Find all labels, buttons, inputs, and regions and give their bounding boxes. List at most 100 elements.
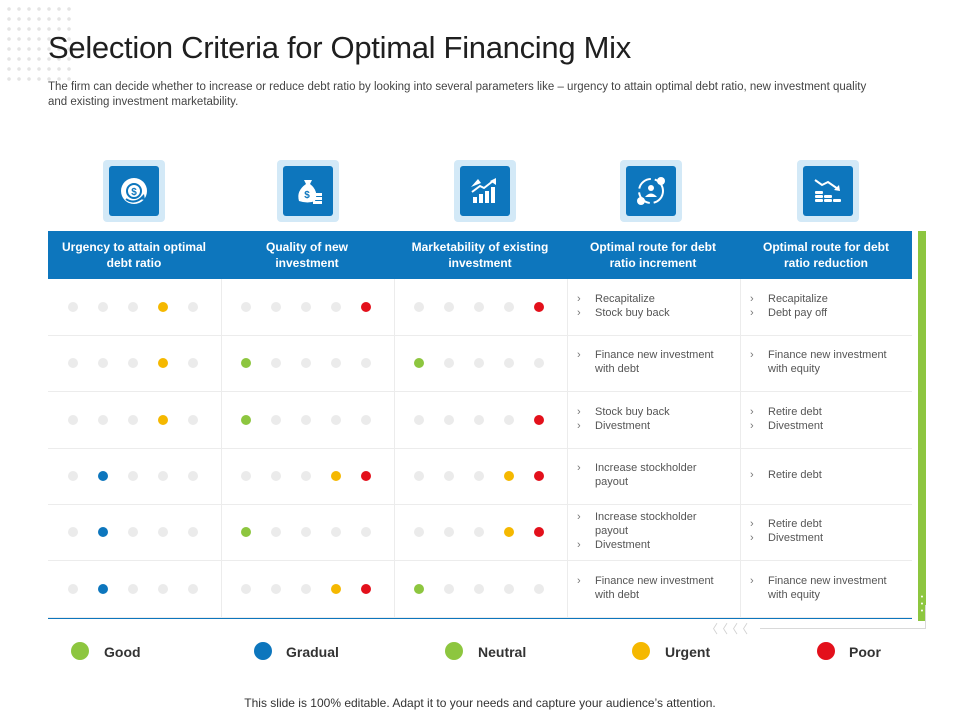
svg-text:$: $ xyxy=(304,190,310,201)
table-row: Finance new investment with debt Finance … xyxy=(48,561,912,618)
route-item: Divestment xyxy=(750,531,900,545)
route-item: Finance new investment with equity xyxy=(750,574,900,602)
route-list-increment: Increase stockholder payout xyxy=(577,461,727,489)
rating-dot-active xyxy=(241,527,251,538)
route-item: Increase stockholder payout xyxy=(577,510,727,538)
rating-dot-inactive xyxy=(361,358,371,369)
route-item: Divestment xyxy=(577,419,727,433)
rating-dot-active xyxy=(241,358,251,369)
rating-dot-active xyxy=(158,358,168,369)
route-item: Finance new investment with debt xyxy=(577,348,727,376)
rating-dot-inactive xyxy=(414,527,424,538)
rating-dot-active xyxy=(361,302,371,313)
rating-dot-inactive xyxy=(188,358,198,369)
decorative-dot-pattern xyxy=(4,4,74,84)
route-item: Stock buy back xyxy=(577,405,727,419)
rating-dot-inactive xyxy=(301,527,311,538)
rating-dot-inactive xyxy=(68,527,78,538)
footer-note: This slide is 100% editable. Adapt it to… xyxy=(244,696,716,710)
route-item: Retire debt xyxy=(750,405,900,419)
rating-dot-inactive xyxy=(474,358,484,369)
route-list-reduction: Retire debtDivestment xyxy=(750,517,900,545)
route-list-reduction: Retire debt xyxy=(750,468,900,482)
rating-dot-inactive xyxy=(414,414,424,425)
rating-dot-inactive xyxy=(98,358,108,369)
rating-dot-inactive xyxy=(98,414,108,425)
rating-dot-inactive xyxy=(534,358,544,369)
route-item: Recapitalize xyxy=(750,292,900,306)
route-item: Finance new investment with debt xyxy=(577,574,727,602)
rating-dot-active xyxy=(98,471,108,482)
rating-dot-inactive xyxy=(271,583,281,594)
rating-dot-inactive xyxy=(241,583,251,594)
route-list-increment: Finance new investment with debt xyxy=(577,574,727,602)
rating-dot-inactive xyxy=(414,302,424,313)
rating-dot-inactive xyxy=(361,414,371,425)
route-list-increment: Stock buy backDivestment xyxy=(577,405,727,433)
rating-dot-inactive xyxy=(301,414,311,425)
rating-dot-inactive xyxy=(271,302,281,313)
rating-dot-inactive xyxy=(188,527,198,538)
criteria-table: RecapitalizeStock buy backRecapitalizeDe… xyxy=(48,279,912,618)
rating-dot-inactive xyxy=(474,527,484,538)
money-bag-icon: $ xyxy=(277,160,339,222)
rating-dot-inactive xyxy=(414,471,424,482)
dollar-cycle-icon xyxy=(620,160,682,222)
rating-dot-active xyxy=(534,471,544,482)
rating-dot-inactive xyxy=(301,302,311,313)
legend-poor-dot xyxy=(817,642,835,660)
rating-dot-inactive xyxy=(361,527,371,538)
rating-dot-active xyxy=(98,527,108,538)
rating-dot-inactive xyxy=(68,358,78,369)
legend-urgent-label: Urgent xyxy=(665,644,711,660)
money-circle-arrow-icon: $ xyxy=(103,160,165,222)
rating-dot-inactive xyxy=(158,527,168,538)
table-header: Urgency to attain optimal debt ratio Qua… xyxy=(48,231,912,279)
rating-dot-active xyxy=(158,414,168,425)
route-item: Increase stockholder payout xyxy=(577,461,727,489)
route-list-increment: RecapitalizeStock buy back xyxy=(577,292,727,320)
legend-gradual-label: Gradual xyxy=(286,644,339,660)
decorative-arrows: 〈〈〈〈 xyxy=(706,622,748,636)
rating-dot-inactive xyxy=(271,471,281,482)
rating-dot-active xyxy=(361,583,371,594)
rating-dot-inactive xyxy=(331,302,341,313)
rating-dot-active xyxy=(504,527,514,538)
legend-good-label: Good xyxy=(104,644,141,660)
table-row: Stock buy backDivestmentRetire debtDives… xyxy=(48,392,912,449)
rating-dot-inactive xyxy=(128,471,138,482)
decorative-line xyxy=(925,605,926,629)
rating-dot-inactive xyxy=(534,583,544,594)
legend-gradual-dot xyxy=(254,642,272,660)
rating-dot-inactive xyxy=(444,358,454,369)
column-header-increment-route: Optimal route for debt ratio increment xyxy=(590,240,716,270)
page-title: Selection Criteria for Optimal Financing… xyxy=(48,30,631,65)
route-item: Stock buy back xyxy=(577,306,727,320)
route-item: Retire debt xyxy=(750,468,900,482)
rating-dot-inactive xyxy=(188,471,198,482)
rating-dot-inactive xyxy=(128,302,138,313)
route-list-increment: Increase stockholder payoutDivestment xyxy=(577,510,727,552)
rating-dot-inactive xyxy=(271,414,281,425)
table-bottom-line xyxy=(48,618,912,619)
rating-dot-inactive xyxy=(331,358,341,369)
rating-dot-active xyxy=(414,583,424,594)
rating-dot-inactive xyxy=(504,414,514,425)
rating-dot-inactive xyxy=(128,583,138,594)
rating-dot-active xyxy=(98,583,108,594)
rating-dot-inactive xyxy=(188,414,198,425)
rating-dot-inactive xyxy=(301,471,311,482)
rating-dot-inactive xyxy=(158,583,168,594)
rating-dot-inactive xyxy=(68,471,78,482)
rating-dot-inactive xyxy=(331,527,341,538)
legend-urgent-dot xyxy=(632,642,650,660)
rating-dot-inactive xyxy=(504,302,514,313)
route-item: Divestment xyxy=(750,419,900,433)
route-item: Retire debt xyxy=(750,517,900,531)
rating-dot-inactive xyxy=(444,471,454,482)
accent-bar: • • • xyxy=(918,231,926,621)
rating-dot-inactive xyxy=(474,583,484,594)
rating-dot-active xyxy=(414,358,424,369)
route-list-reduction: RecapitalizeDebt pay off xyxy=(750,292,900,320)
route-list-reduction: Finance new investment with equity xyxy=(750,574,900,602)
